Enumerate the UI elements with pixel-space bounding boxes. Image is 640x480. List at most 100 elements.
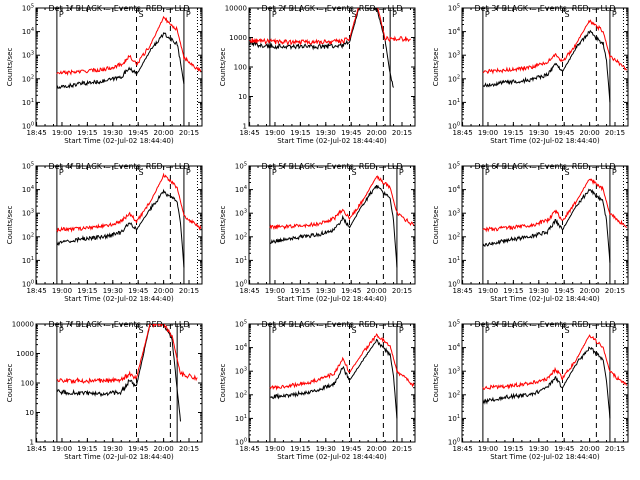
x-tick-label: 19:00 bbox=[52, 129, 72, 137]
marker-label: P bbox=[485, 326, 490, 335]
y-tick-label: 103 bbox=[235, 367, 247, 376]
x-tick-label: 19:30 bbox=[103, 129, 123, 137]
chart-panel-4: Det 4f BLACK = Events, RED = LLDCounts/s… bbox=[6, 162, 203, 303]
y-tick-label: 101 bbox=[235, 256, 247, 265]
y-tick-label: 103 bbox=[448, 209, 460, 218]
x-tick-label: 20:00 bbox=[154, 287, 174, 295]
x-tick-label: 18:45 bbox=[452, 129, 472, 137]
y-tick-label: 105 bbox=[235, 320, 247, 329]
x-tick-label: 19:45 bbox=[341, 129, 361, 137]
marker-label: P bbox=[59, 10, 64, 19]
x-tick-label: 19:15 bbox=[290, 129, 310, 137]
plot-frame bbox=[248, 323, 416, 443]
series-line-events bbox=[56, 324, 181, 422]
y-axis-label: Counts/sec bbox=[219, 206, 227, 245]
y-tick-label: 10 bbox=[25, 409, 34, 417]
x-tick-label: 19:45 bbox=[341, 287, 361, 295]
y-tick-label: 104 bbox=[448, 185, 460, 194]
x-tick-label: 19:00 bbox=[265, 287, 285, 295]
x-tick-label: 20:00 bbox=[580, 129, 600, 137]
marker-label: P bbox=[59, 326, 64, 335]
x-tick-label: 19:45 bbox=[128, 445, 148, 453]
series-line-lld bbox=[482, 178, 627, 233]
marker-label: P bbox=[485, 10, 490, 19]
marker-label: S bbox=[139, 326, 144, 335]
series-line-events bbox=[482, 346, 611, 419]
x-tick-label: 19:30 bbox=[316, 445, 336, 453]
chart-panel-7: Det 7f BLACK = Events, RED = LLDCounts/s… bbox=[6, 320, 203, 461]
x-tick-label: 18:45 bbox=[26, 129, 46, 137]
series-line-lld bbox=[56, 15, 202, 77]
x-tick-label: 19:45 bbox=[128, 129, 148, 137]
chart-panel-9: Det 9f BLACK = Events, RED = LLDCounts/s… bbox=[432, 320, 629, 461]
x-axis-label: Start Time (02-Jul-02 18:44:40) bbox=[277, 295, 387, 303]
marker-label: S bbox=[352, 326, 357, 335]
series-line-lld bbox=[269, 333, 415, 391]
x-tick-label: 19:00 bbox=[478, 129, 498, 137]
x-tick-label: 20:00 bbox=[367, 129, 387, 137]
y-tick-label: 100 bbox=[448, 280, 460, 289]
x-tick-label: 20:15 bbox=[179, 445, 199, 453]
y-tick-label: 105 bbox=[448, 162, 460, 171]
x-axis-label: Start Time (02-Jul-02 18:44:40) bbox=[490, 453, 600, 461]
series-line-events bbox=[249, 8, 394, 88]
marker-label: S bbox=[139, 168, 144, 177]
y-tick-label: 101 bbox=[448, 98, 460, 107]
plot-frame bbox=[35, 7, 203, 127]
y-axis-label: Counts/sec bbox=[6, 48, 14, 87]
x-tick-label: 19:00 bbox=[265, 129, 285, 137]
y-tick-label: 101 bbox=[448, 414, 460, 423]
plot-frame bbox=[35, 165, 203, 285]
chart-panel-5: Det 5f BLACK = Events, RED = LLDCounts/s… bbox=[219, 162, 416, 303]
x-tick-label: 20:15 bbox=[392, 445, 412, 453]
marker-label: P bbox=[272, 168, 277, 177]
y-tick-label: 105 bbox=[448, 320, 460, 329]
x-tick-label: 19:30 bbox=[103, 287, 123, 295]
y-tick-label: 104 bbox=[235, 185, 247, 194]
series-line-lld bbox=[482, 19, 628, 75]
marker-label: S bbox=[565, 326, 570, 335]
x-tick-label: 19:30 bbox=[103, 445, 123, 453]
x-tick-label: 19:30 bbox=[316, 287, 336, 295]
y-tick-label: 100 bbox=[21, 380, 34, 388]
x-tick-label: 19:00 bbox=[478, 287, 498, 295]
x-tick-label: 19:00 bbox=[52, 287, 72, 295]
marker-label: P bbox=[272, 10, 277, 19]
marker-label: P bbox=[485, 168, 490, 177]
x-tick-label: 20:00 bbox=[580, 287, 600, 295]
y-tick-label: 101 bbox=[235, 414, 247, 423]
y-tick-label: 1000 bbox=[16, 350, 34, 358]
y-tick-label: 100 bbox=[448, 122, 460, 131]
x-axis-label: Start Time (02-Jul-02 18:44:40) bbox=[64, 453, 174, 461]
x-tick-label: 19:30 bbox=[529, 129, 549, 137]
chart-panel-8: Det 8f BLACK = Events, RED = LLDCounts/s… bbox=[219, 320, 416, 461]
x-tick-label: 19:45 bbox=[554, 287, 574, 295]
x-tick-label: 20:00 bbox=[154, 129, 174, 137]
x-tick-label: 19:15 bbox=[290, 445, 310, 453]
x-tick-label: 19:15 bbox=[503, 445, 523, 453]
y-tick-label: 105 bbox=[235, 162, 247, 171]
x-tick-label: 19:00 bbox=[265, 445, 285, 453]
x-tick-label: 20:00 bbox=[367, 445, 387, 453]
series-line-lld bbox=[482, 334, 628, 390]
marker-label: P bbox=[612, 10, 617, 19]
marker-label: S bbox=[352, 10, 357, 19]
x-tick-label: 18:45 bbox=[239, 129, 259, 137]
y-tick-label: 10000 bbox=[225, 5, 247, 13]
x-tick-label: 20:15 bbox=[179, 129, 199, 137]
x-tick-label: 20:00 bbox=[367, 287, 387, 295]
y-tick-label: 100 bbox=[235, 438, 247, 447]
y-tick-label: 101 bbox=[448, 256, 460, 265]
y-tick-label: 104 bbox=[235, 343, 247, 352]
x-tick-label: 19:15 bbox=[290, 287, 310, 295]
x-axis-label: Start Time (02-Jul-02 18:44:40) bbox=[277, 453, 387, 461]
y-tick-label: 102 bbox=[448, 390, 460, 399]
series-line-events bbox=[56, 32, 185, 90]
marker-label: P bbox=[399, 326, 404, 335]
x-tick-label: 19:30 bbox=[529, 445, 549, 453]
y-tick-label: 1000 bbox=[229, 34, 247, 42]
plot-frame bbox=[461, 323, 629, 443]
marker-label: S bbox=[565, 168, 570, 177]
marker-label: S bbox=[139, 10, 144, 19]
x-tick-label: 20:00 bbox=[580, 445, 600, 453]
